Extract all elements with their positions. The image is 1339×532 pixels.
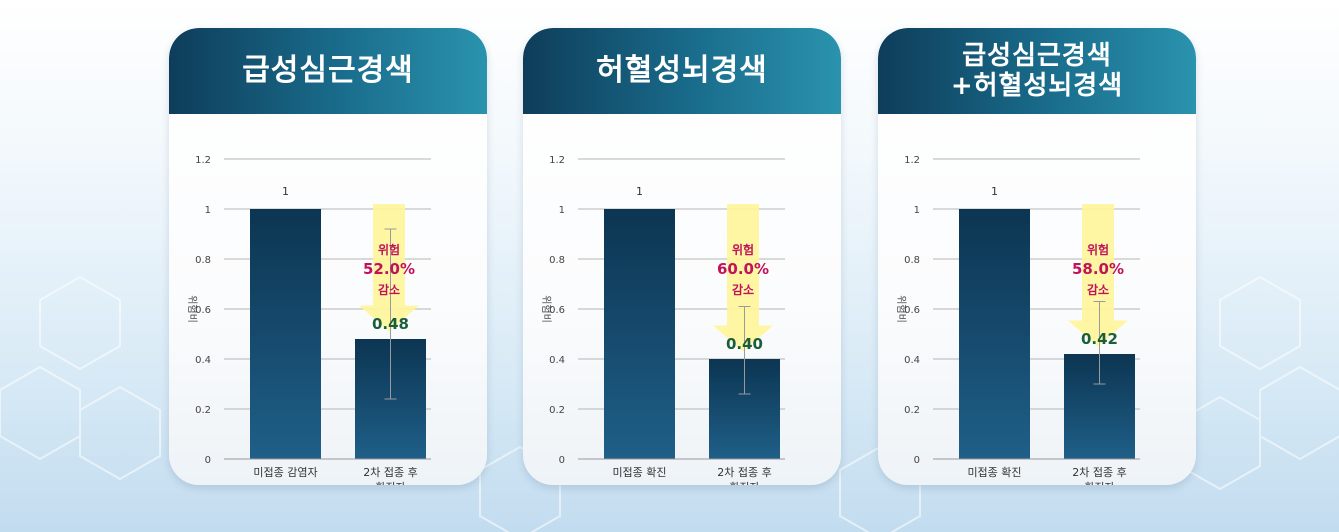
chart-title-2: 허혈성뇌경색 (523, 28, 841, 114)
risk-annotation: 위험 (378, 242, 400, 257)
y-axis-label: 위험비 (895, 295, 908, 323)
y-tick-label: 0.4 (904, 355, 920, 366)
risk-annotation: 감소 (732, 282, 754, 297)
risk-arrow (359, 204, 419, 332)
y-tick-label: 0.4 (195, 355, 211, 366)
y-tick-label: 0 (559, 455, 565, 466)
risk-annotation: 52.0% (363, 260, 415, 278)
y-tick-label: 0.6 (904, 305, 920, 316)
y-tick-label: 1 (205, 205, 211, 216)
data-label: 0.48 (372, 315, 409, 333)
y-tick-label: 0.2 (904, 405, 920, 416)
y-tick-label: 0 (205, 455, 211, 466)
y-tick-label: 1.2 (195, 155, 211, 166)
y-tick-label: 0.8 (549, 255, 565, 266)
chart-title-3: 급성심근경색 +허혈성뇌경색 (878, 28, 1196, 114)
x-tick-label: 확진자 (729, 481, 759, 485)
risk-annotation: 감소 (1087, 282, 1109, 297)
x-tick-label: 2차 접종 후 (717, 466, 771, 479)
y-tick-label: 1.2 (904, 155, 920, 166)
data-label: 0.40 (726, 335, 763, 353)
chart-card-2: 허혈성뇌경색 0 0.2 0.4 0.6 0.8 1 1.2 위험비 1 0.40 위험 60.0% 감… (523, 28, 841, 485)
chart-card-3: 급성심근경색 +허혈성뇌경색 0 0.2 0.4 0.6 0.8 1 1.2 위험비 1 0.42… (878, 28, 1196, 485)
y-tick-label: 0.2 (195, 405, 211, 416)
bar (959, 209, 1030, 459)
risk-arrow (713, 204, 773, 352)
y-tick-label: 0.8 (195, 255, 211, 266)
risk-annotation: 감소 (378, 282, 400, 297)
bar (250, 209, 321, 459)
risk-annotation: 위험 (1087, 242, 1109, 257)
y-tick-label: 0.6 (549, 305, 565, 316)
data-label: 1 (991, 185, 998, 198)
x-tick-label: 확진자 (1084, 481, 1114, 485)
x-tick-label: 확진자 (375, 481, 405, 485)
y-axis-label: 위험비 (540, 295, 553, 323)
y-tick-label: 0.2 (549, 405, 565, 416)
risk-arrow (1068, 204, 1128, 347)
y-tick-label: 1 (914, 205, 920, 216)
chart-title-line: 허혈성뇌경색 (596, 53, 768, 88)
risk-annotation: 58.0% (1072, 260, 1124, 278)
chart-title-line-2: +허혈성뇌경색 (950, 71, 1124, 101)
x-tick-label: 미접종 감염자 (253, 466, 317, 479)
y-tick-label: 0.8 (904, 255, 920, 266)
x-tick-label: 2차 접종 후 (363, 466, 417, 479)
chart-card-1: 급성심근경색 0 0.2 0.4 0.6 0.8 1 1.2 위험비 1 0.48 위험 52.0% 감… (169, 28, 487, 485)
y-tick-label: 1 (559, 205, 565, 216)
risk-annotation: 60.0% (717, 260, 769, 278)
y-tick-label: 0 (914, 455, 920, 466)
bar (604, 209, 675, 459)
chart-title-1: 급성심근경색 (169, 28, 487, 114)
risk-annotation: 위험 (732, 242, 754, 257)
x-tick-label: 미접종 확진 (967, 466, 1021, 479)
y-tick-label: 0.6 (195, 305, 211, 316)
y-axis-label: 위험비 (186, 295, 199, 323)
data-label: 1 (636, 185, 643, 198)
chart-title-line: 급성심근경색 (242, 53, 414, 88)
x-tick-label: 2차 접종 후 (1072, 466, 1126, 479)
data-label: 1 (282, 185, 289, 198)
y-tick-label: 1.2 (549, 155, 565, 166)
data-label: 0.42 (1081, 330, 1118, 348)
y-tick-label: 0.4 (549, 355, 565, 366)
chart-title-line-1: 급성심근경색 (962, 41, 1112, 71)
x-tick-label: 미접종 확진 (612, 466, 666, 479)
